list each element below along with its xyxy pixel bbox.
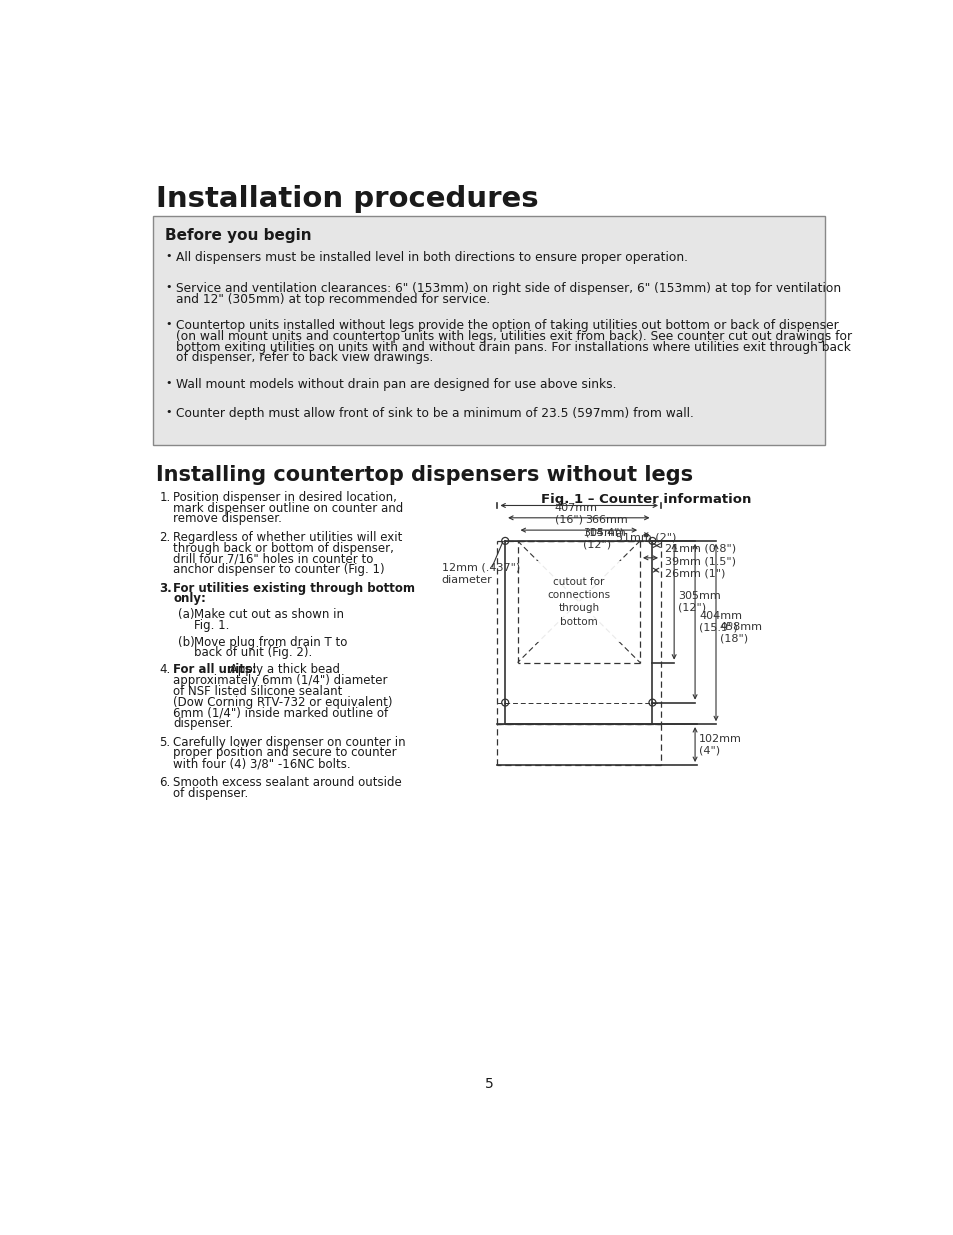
Text: Apply a thick bead: Apply a thick bead [226, 663, 340, 677]
Text: 2.: 2. [159, 531, 171, 543]
Text: dispenser.: dispenser. [173, 718, 233, 730]
Text: 102mm
(4"): 102mm (4") [699, 734, 741, 756]
Text: 4.: 4. [159, 663, 171, 677]
Text: anchor dispenser to counter (Fig. 1): anchor dispenser to counter (Fig. 1) [173, 563, 385, 577]
Text: 26mm (1"): 26mm (1") [664, 568, 724, 579]
Text: cutout for
connections
through
bottom: cutout for connections through bottom [547, 577, 610, 626]
Text: 12mm (.437")
diameter: 12mm (.437") diameter [441, 562, 519, 585]
Text: Carefully lower dispenser on counter in: Carefully lower dispenser on counter in [173, 736, 406, 748]
Text: Before you begin: Before you begin [165, 228, 312, 243]
Text: mark dispenser outline on counter and: mark dispenser outline on counter and [173, 501, 403, 515]
Text: bottom exiting utilities on units with and without drain pans. For installations: bottom exiting utilities on units with a… [175, 341, 850, 353]
Text: of dispenser, refer to back view drawings.: of dispenser, refer to back view drawing… [175, 352, 433, 364]
Text: 5.: 5. [159, 736, 171, 748]
Text: (Dow Corning RTV-732 or equivalent): (Dow Corning RTV-732 or equivalent) [173, 695, 393, 709]
Text: 6mm (1/4") inside marked outline of: 6mm (1/4") inside marked outline of [173, 706, 388, 720]
Text: 305mm
(12"): 305mm (12") [582, 527, 625, 550]
Text: Move plug from drain T to: Move plug from drain T to [193, 636, 347, 648]
Text: Make cut out as shown in: Make cut out as shown in [193, 608, 343, 621]
Text: •: • [165, 319, 172, 330]
Text: 458mm
(18"): 458mm (18") [720, 621, 762, 643]
Text: through back or bottom of dispenser,: through back or bottom of dispenser, [173, 542, 394, 555]
Text: Fig. 1 – Counter information: Fig. 1 – Counter information [540, 493, 751, 506]
Text: and 12" (305mm) at top recommended for service.: and 12" (305mm) at top recommended for s… [175, 293, 490, 306]
Text: remove dispenser.: remove dispenser. [173, 513, 282, 525]
Text: (b): (b) [178, 636, 194, 648]
Text: •: • [165, 252, 172, 262]
Text: 51mm (2"): 51mm (2") [616, 532, 676, 542]
Text: 407mm
(16"): 407mm (16") [555, 503, 598, 525]
Text: Service and ventilation clearances: 6" (153mm) on right side of dispenser, 6" (1: Service and ventilation clearances: 6" (… [175, 282, 840, 295]
Text: For all units:: For all units: [173, 663, 257, 677]
Text: Countertop units installed without legs provide the option of taking utilities o: Countertop units installed without legs … [175, 319, 838, 332]
Text: For utilities existing through bottom: For utilities existing through bottom [173, 582, 416, 595]
Text: 305mm
(12"): 305mm (12") [678, 590, 720, 613]
Text: drill four 7/16" holes in counter to: drill four 7/16" holes in counter to [173, 552, 374, 566]
Text: •: • [165, 378, 172, 388]
Text: Regardless of whether utilities will exit: Regardless of whether utilities will exi… [173, 531, 402, 543]
Text: 21mm (0.8"): 21mm (0.8") [664, 543, 735, 555]
Text: with four (4) 3/8" -16NC bolts.: with four (4) 3/8" -16NC bolts. [173, 757, 351, 771]
Text: proper position and secure to counter: proper position and secure to counter [173, 746, 396, 760]
Text: of NSF listed silicone sealant: of NSF listed silicone sealant [173, 685, 342, 698]
Text: •: • [165, 406, 172, 417]
Text: 6.: 6. [159, 776, 171, 789]
Text: 366mm
(14.4"): 366mm (14.4") [584, 515, 627, 537]
Text: 5: 5 [484, 1077, 493, 1091]
Text: Smooth excess sealant around outside: Smooth excess sealant around outside [173, 776, 402, 789]
Text: Counter depth must allow front of sink to be a minimum of 23.5 (597mm) from wall: Counter depth must allow front of sink t… [175, 406, 693, 420]
Text: approximately 6mm (1/4") diameter: approximately 6mm (1/4") diameter [173, 674, 388, 687]
Text: All dispensers must be installed level in both directions to ensure proper opera: All dispensers must be installed level i… [175, 252, 687, 264]
Text: back of unit (Fig. 2).: back of unit (Fig. 2). [193, 646, 312, 659]
Bar [152, 216, 824, 446]
Text: 1.: 1. [159, 490, 171, 504]
Text: Installing countertop dispensers without legs: Installing countertop dispensers without… [156, 466, 693, 485]
Text: Wall mount models without drain pan are designed for use above sinks.: Wall mount models without drain pan are … [175, 378, 616, 390]
Text: 3.: 3. [159, 582, 172, 595]
Text: Position dispenser in desired location,: Position dispenser in desired location, [173, 490, 397, 504]
Text: of dispenser.: of dispenser. [173, 787, 249, 799]
Text: Installation procedures: Installation procedures [156, 185, 538, 214]
Text: (on wall mount units and countertop units with legs, utilities exit from back). : (on wall mount units and countertop unit… [175, 330, 851, 343]
Text: only:: only: [173, 593, 206, 605]
Text: •: • [165, 282, 172, 293]
Text: 39mm (1.5"): 39mm (1.5") [664, 556, 735, 567]
Text: 404mm
(15.9"): 404mm (15.9") [699, 611, 741, 632]
Text: Fig. 1.: Fig. 1. [193, 619, 229, 631]
Text: (a): (a) [178, 608, 194, 621]
